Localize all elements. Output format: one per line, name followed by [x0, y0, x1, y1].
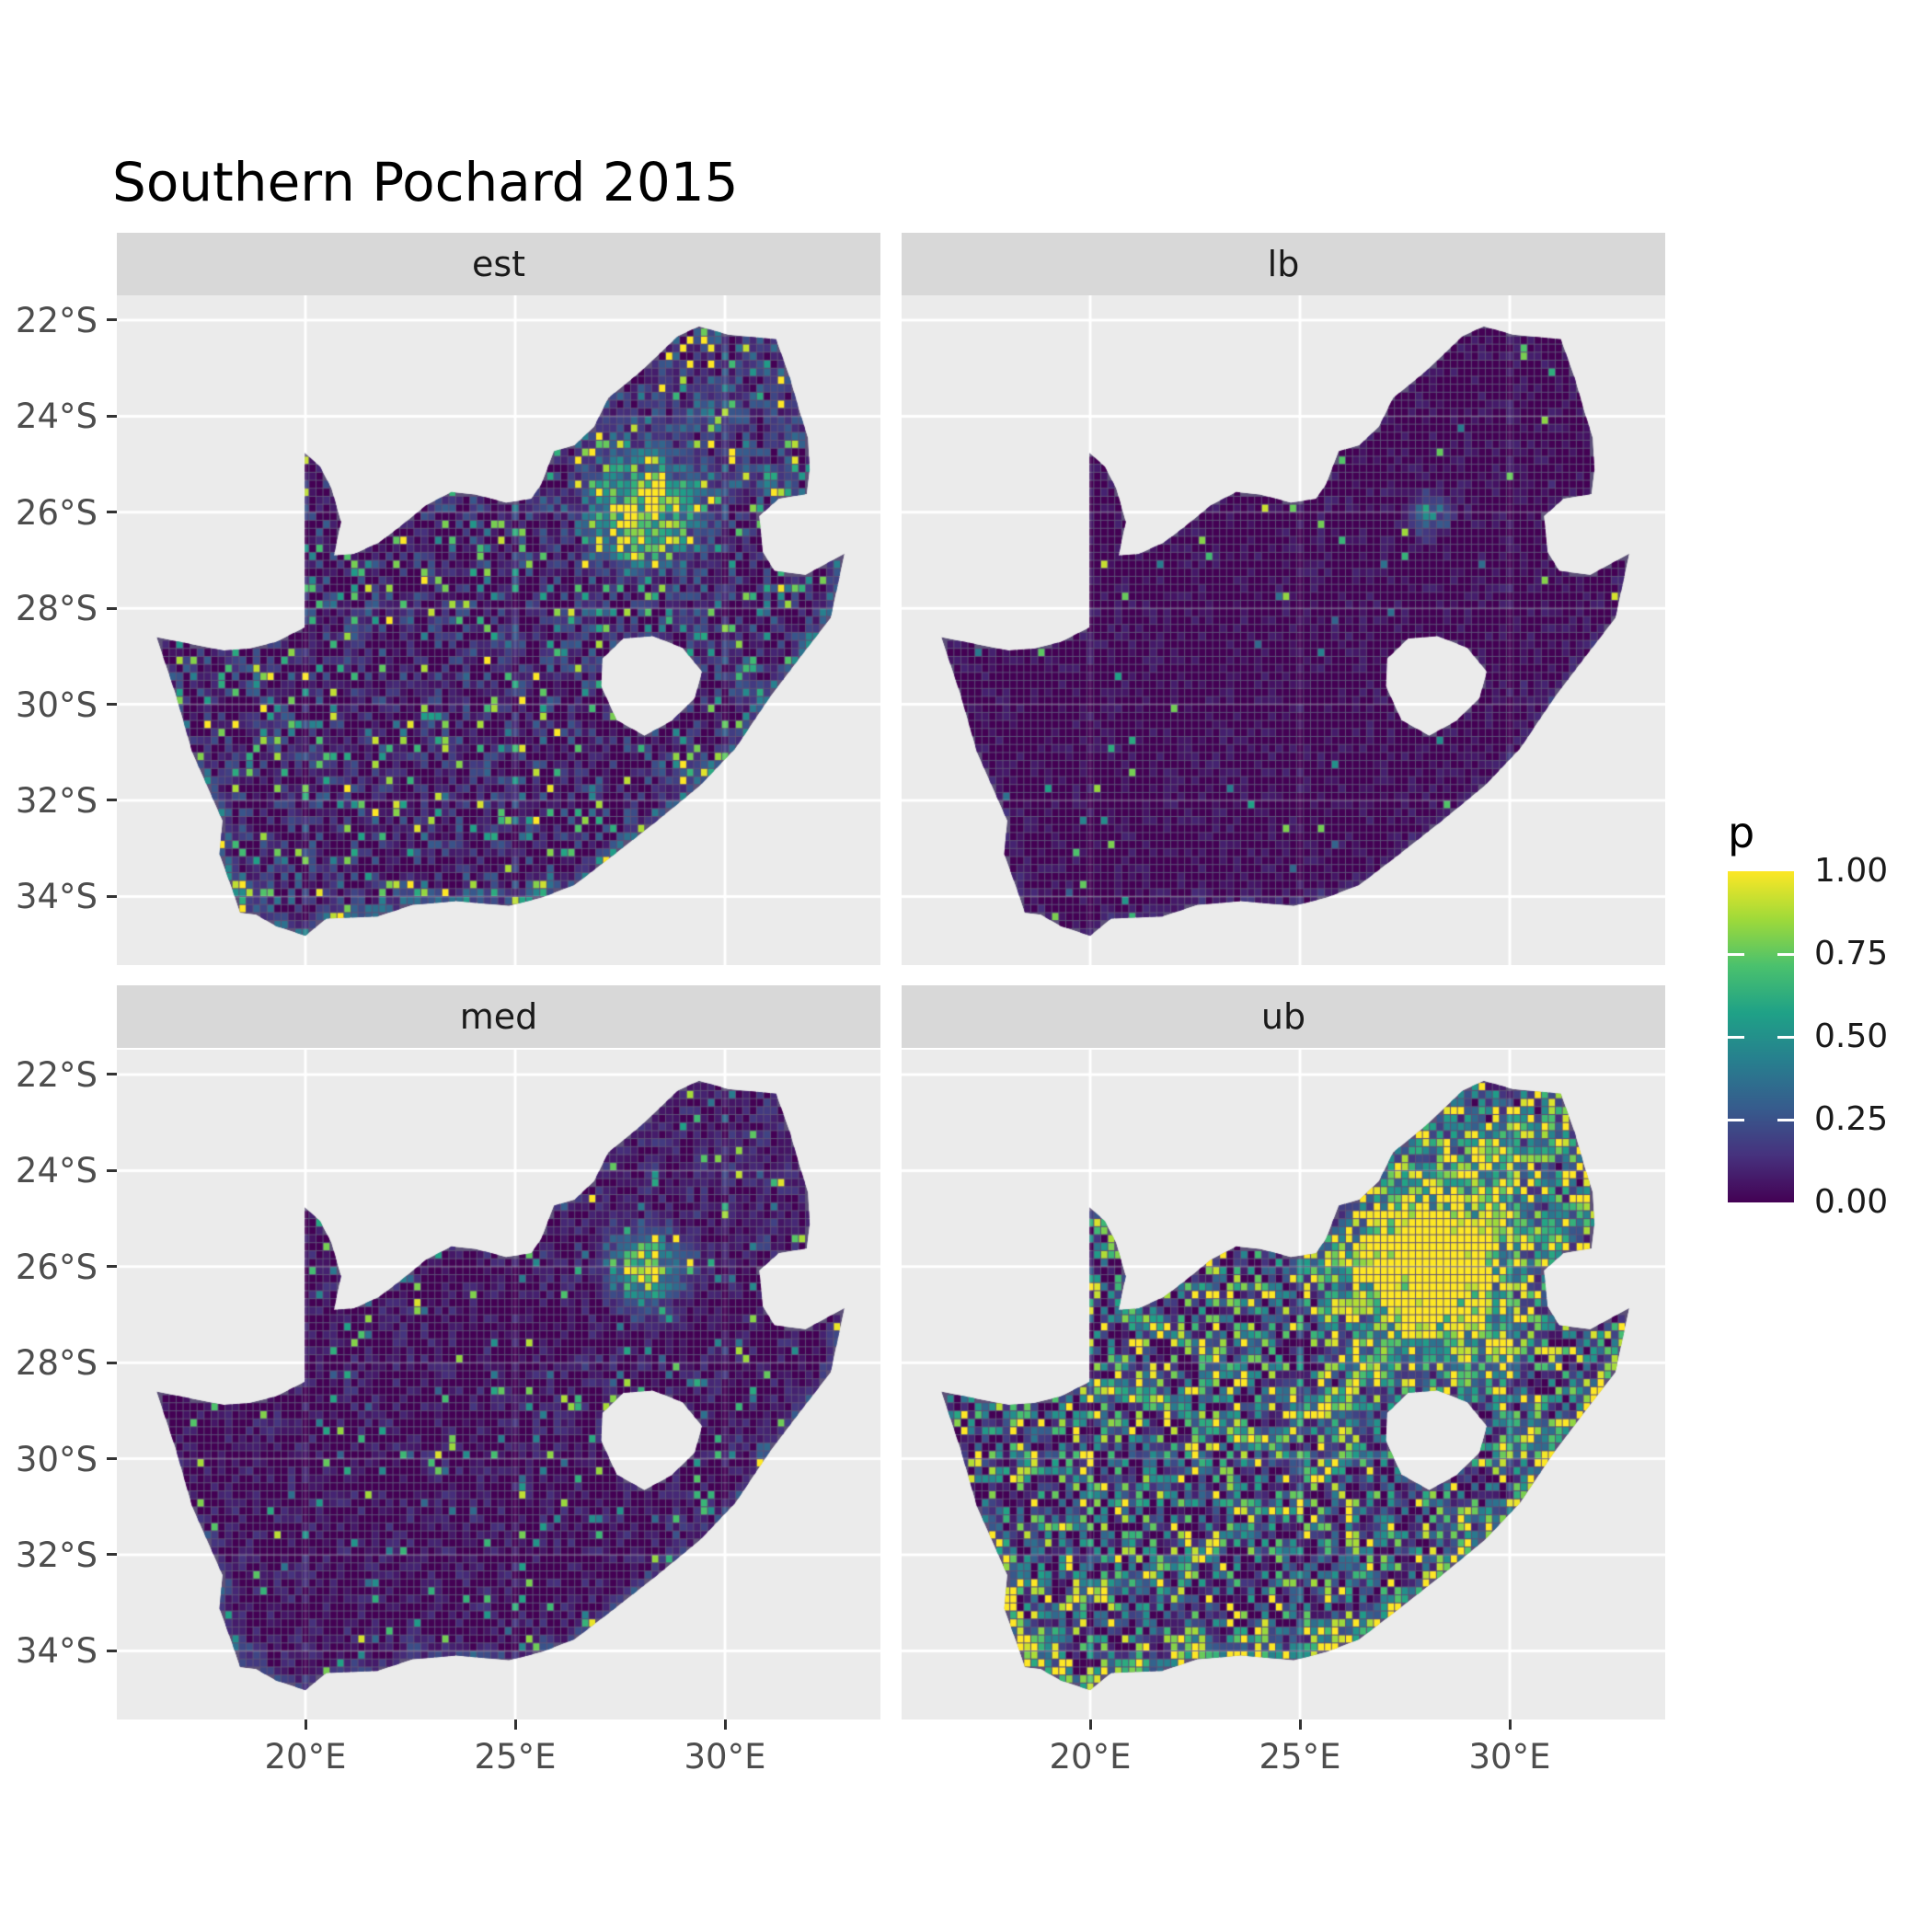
y-tick-label: 22°S: [15, 301, 98, 340]
x-tick-mark: [724, 1719, 727, 1730]
x-tick-mark: [305, 1719, 307, 1730]
map-panel-ub: [902, 1050, 1665, 1719]
facet-strip-med: med: [117, 985, 880, 1048]
y-tick-mark: [107, 799, 117, 801]
legend-tick-label: 0.00: [1814, 1183, 1889, 1221]
y-tick-label: 34°S: [15, 1631, 98, 1671]
y-tick-mark: [107, 415, 117, 418]
legend-tick-mark: [1777, 1119, 1794, 1121]
y-tick-mark: [107, 1362, 117, 1364]
y-tick-label: 26°S: [15, 1248, 98, 1287]
facet-strip-lb: lb: [902, 233, 1665, 295]
y-tick-mark: [107, 703, 117, 706]
facet-strip-label-med: med: [459, 996, 538, 1037]
y-tick-label: 30°S: [15, 685, 98, 725]
facet-strip-est: est: [117, 233, 880, 295]
y-tick-mark: [107, 1457, 117, 1460]
y-tick-label: 34°S: [15, 877, 98, 916]
legend-tick-mark: [1728, 1119, 1744, 1121]
x-tick-mark: [1509, 1719, 1512, 1730]
map-panel-est: [117, 295, 880, 965]
map-panel-med: [117, 1050, 880, 1719]
legend-tick-label: 0.50: [1814, 1018, 1889, 1055]
y-tick-mark: [107, 607, 117, 610]
y-tick-label: 24°S: [15, 1151, 98, 1190]
facet-strip-label-lb: lb: [1267, 244, 1300, 284]
legend-title: p: [1728, 808, 1755, 857]
legend-tick-label: 0.25: [1814, 1100, 1889, 1138]
legend-tick-label: 1.00: [1814, 852, 1889, 890]
y-tick-label: 26°S: [15, 493, 98, 533]
y-tick-mark: [107, 511, 117, 513]
legend-tick-label: 0.75: [1814, 935, 1889, 972]
y-tick-mark: [107, 895, 117, 898]
y-tick-label: 22°S: [15, 1055, 98, 1095]
legend-tick-mark: [1728, 1036, 1744, 1039]
facet-strip-ub: ub: [902, 985, 1665, 1048]
y-tick-label: 32°S: [15, 781, 98, 821]
y-tick-mark: [107, 1265, 117, 1268]
map-panel-lb: [902, 295, 1665, 965]
x-tick-mark: [514, 1719, 517, 1730]
y-tick-mark: [107, 1650, 117, 1652]
x-tick-label: 30°E: [1468, 1737, 1551, 1777]
x-tick-label: 25°E: [1259, 1737, 1341, 1777]
x-tick-label: 25°E: [474, 1737, 557, 1777]
legend-tick-mark: [1728, 953, 1744, 956]
y-tick-mark: [107, 1169, 117, 1172]
plot-title: Southern Pochard 2015: [112, 151, 739, 213]
y-tick-mark: [107, 1553, 117, 1556]
x-tick-mark: [1089, 1719, 1092, 1730]
y-tick-label: 28°S: [15, 1343, 98, 1383]
x-tick-label: 30°E: [684, 1737, 766, 1777]
legend-tick-mark: [1777, 953, 1794, 956]
y-tick-label: 28°S: [15, 589, 98, 628]
y-tick-label: 32°S: [15, 1535, 98, 1575]
y-tick-mark: [107, 1073, 117, 1075]
x-tick-label: 20°E: [264, 1737, 347, 1777]
facet-strip-label-ub: ub: [1260, 996, 1306, 1037]
x-tick-label: 20°E: [1049, 1737, 1132, 1777]
y-tick-label: 30°S: [15, 1440, 98, 1479]
facet-strip-label-est: est: [471, 244, 526, 284]
y-tick-label: 24°S: [15, 397, 98, 436]
x-tick-mark: [1299, 1719, 1302, 1730]
y-tick-mark: [107, 318, 117, 321]
legend-tick-mark: [1777, 1036, 1794, 1039]
